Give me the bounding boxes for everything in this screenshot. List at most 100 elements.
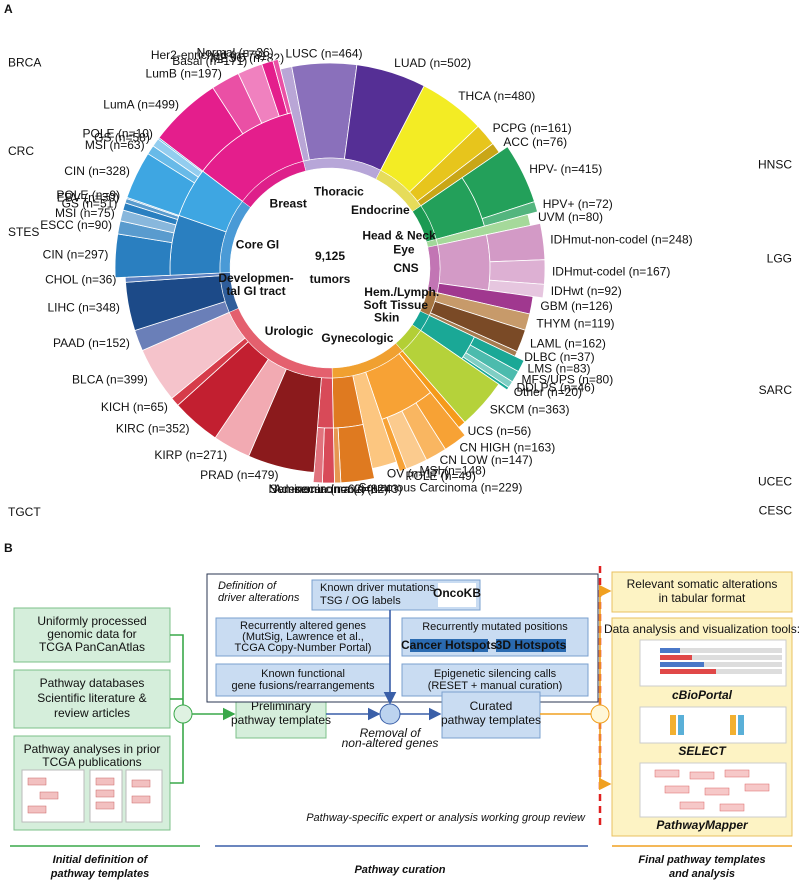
label: Removal of xyxy=(360,726,422,740)
segment-label: LUSC (n=464) xyxy=(285,46,362,60)
system-label: Core GI xyxy=(236,238,279,252)
segment-label: KICH (n=65) xyxy=(101,400,168,414)
thumbnail-bar xyxy=(660,648,680,653)
tool-name: cBioPortal xyxy=(672,688,733,702)
label: TCGA Copy-Number Portal) xyxy=(235,642,372,654)
segment-label: LIHC (n=348) xyxy=(47,301,119,315)
segment-label: PRAD (n=479) xyxy=(200,468,278,482)
label: TCGA publications xyxy=(42,755,141,769)
thumbnail-item xyxy=(131,795,151,804)
segment-label: Adenocarcinoma (n=43) xyxy=(274,482,402,496)
hotspot-label: Cancer Hotspots xyxy=(401,638,497,652)
label: Curated xyxy=(470,699,513,713)
system-label: CNS xyxy=(393,261,418,275)
segment-label: IDHwt (n=92) xyxy=(551,284,622,298)
segment-label: IDHmut-non-codel (n=248) xyxy=(550,233,692,247)
source-box xyxy=(13,607,171,663)
connector xyxy=(170,723,184,784)
segment-label: UVM (n=80) xyxy=(538,210,603,224)
center-unit: tumors xyxy=(310,272,351,286)
thumbnail-bar xyxy=(660,655,692,660)
segment-label: Non-seminoma (n=82) xyxy=(269,482,389,496)
thumbnail-bar xyxy=(660,648,782,653)
label: pathway templates xyxy=(50,868,149,880)
thumbnail-item xyxy=(95,777,115,786)
tool-name: PathwayMapper xyxy=(656,818,749,832)
segment-label: GBM (n=126) xyxy=(540,299,612,313)
segment-label: MSI (n=75) xyxy=(55,206,115,220)
segment-label: KIRP (n=271) xyxy=(154,448,227,462)
group-label: BRCA xyxy=(8,56,41,70)
label: pathway templates xyxy=(441,713,541,727)
segment-label: THCA (n=480) xyxy=(458,89,535,103)
system-label: tal GI tract xyxy=(226,284,285,298)
segment-label: LMS (n=83) xyxy=(528,362,591,376)
thumbnail-item xyxy=(95,789,115,798)
label: Final pathway templates xyxy=(638,854,765,866)
segment-label: CN LOW (n=147) xyxy=(440,453,533,467)
segment-label: LumA (n=499) xyxy=(103,97,179,111)
thumbnail-item xyxy=(689,771,715,780)
segment-label: CIN (n=328) xyxy=(64,164,130,178)
group-label: UCEC xyxy=(758,475,792,489)
thumbnail-item xyxy=(664,785,690,794)
center-total: 9,125 xyxy=(315,249,345,263)
thumbnail-bar xyxy=(738,715,744,735)
panel-label: B xyxy=(4,541,13,555)
segment-label: CN HIGH (n=163) xyxy=(460,440,556,454)
system-label: Developmen- xyxy=(218,271,293,285)
segment-label: UCS (n=56) xyxy=(468,424,532,438)
segment-label: CIN (n=297) xyxy=(43,248,109,262)
hotspot-label: 3D Hotspots xyxy=(496,638,567,652)
thumbnail-bar xyxy=(678,715,684,735)
tool-name: SELECT xyxy=(678,744,727,758)
segment-label: Squamous Carcinoma (n=229) xyxy=(359,480,523,494)
segment-label: POLE (n=49) xyxy=(405,469,475,483)
connector xyxy=(598,723,612,791)
group-label: HNSC xyxy=(758,158,792,172)
segment-label: Her2-enriched (n=78) xyxy=(151,48,265,62)
segment-label: MESO (n=82) xyxy=(210,51,284,65)
system-label: Thoracic xyxy=(314,185,364,199)
segment-label: Basal (n=171) xyxy=(172,54,247,68)
thumbnail-item xyxy=(744,783,770,792)
segment-label: BLCA (n=399) xyxy=(72,372,148,386)
evidence-box xyxy=(401,663,589,697)
label: (MutSig, Lawrence et al., xyxy=(242,631,364,643)
merge-node xyxy=(173,704,193,724)
system-ring xyxy=(242,160,307,208)
label: Definition of xyxy=(218,580,277,592)
label: Relevant somatic alterations xyxy=(627,577,778,591)
oncokb-logo-bg xyxy=(438,583,476,607)
label: TSG / OG labels xyxy=(320,595,401,607)
segment-label: ESCC (n=90) xyxy=(40,218,112,232)
label: Scientific literature & xyxy=(37,691,146,705)
segment-label: DDLPS (n=46) xyxy=(516,381,594,395)
segment-label: CHOL (n=36) xyxy=(45,272,116,286)
segment-label: Normal (n=36) xyxy=(197,45,274,59)
thumbnail-item xyxy=(131,779,151,788)
segment-label: LAML (n=162) xyxy=(530,336,606,350)
segment-label: MSI (n=148) xyxy=(419,463,485,477)
label: Recurrently altered genes xyxy=(240,620,366,632)
label: Epigenetic silencing calls xyxy=(434,668,557,680)
label: review articles xyxy=(54,706,130,720)
segment-label: ACC (n=76) xyxy=(503,135,567,149)
label: and analysis xyxy=(669,868,735,880)
label: genomic data for xyxy=(47,627,136,641)
curated-box xyxy=(441,691,541,739)
segment-label: MSI (n=63) xyxy=(85,138,145,152)
segment-label: HPV- (n=415) xyxy=(529,162,602,176)
oncokb-logo: OncoKB xyxy=(433,586,481,600)
group-label: CESC xyxy=(759,504,793,518)
segment-label: DLBC (n=37) xyxy=(524,350,594,364)
thumbnail-item xyxy=(27,777,47,786)
label: driver alterations xyxy=(218,592,300,604)
thumbnail-item xyxy=(719,803,745,812)
segment-label: GS (n=51) xyxy=(62,197,118,211)
connector xyxy=(170,634,184,705)
thumbnail-item xyxy=(704,787,730,796)
segment-label: POLE (n=10) xyxy=(83,126,153,140)
thumbnail-bar xyxy=(660,669,716,674)
evidence-box xyxy=(215,663,391,697)
